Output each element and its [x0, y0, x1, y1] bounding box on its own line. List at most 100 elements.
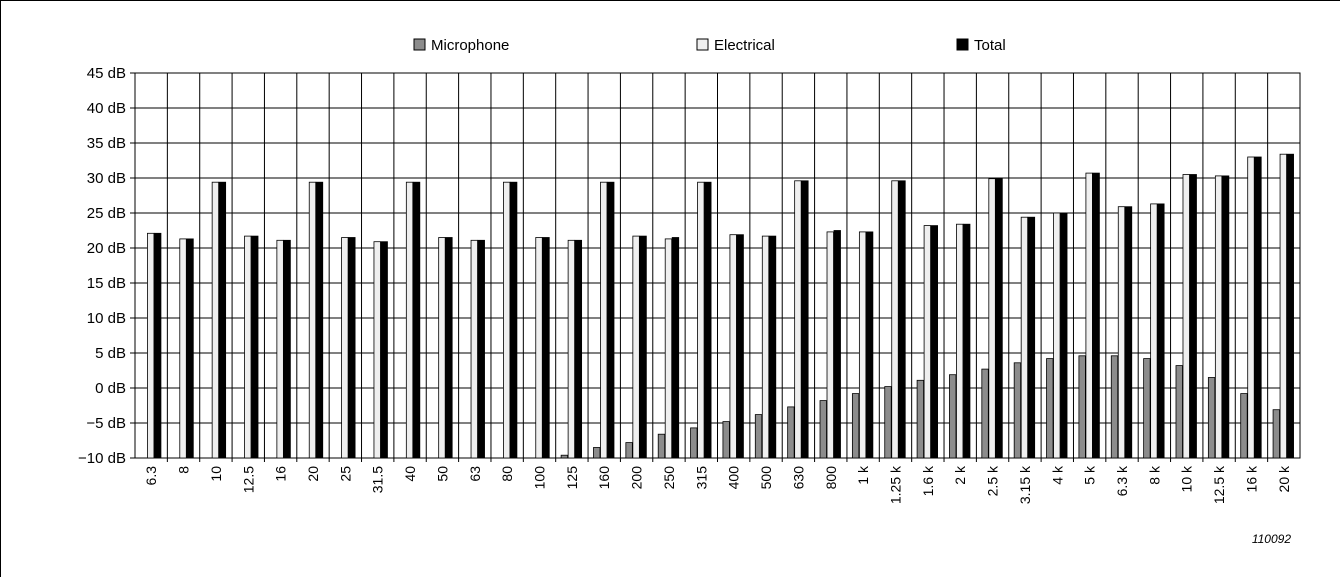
bar-electrical [373, 241, 381, 459]
bar-electrical [276, 239, 284, 459]
bar-microphone [1013, 362, 1022, 459]
x-tick-label: 25 [337, 466, 353, 482]
bar-electrical [470, 239, 478, 459]
bar-electrical [794, 180, 802, 459]
bar-electrical [567, 239, 576, 459]
x-tick-label: 800 [823, 466, 839, 490]
y-tick-label: 0 dB [95, 380, 126, 397]
x-tick-label: 16 [273, 466, 289, 482]
bar-total [412, 181, 421, 459]
y-tick-label: 35 dB [87, 135, 126, 152]
bar-microphone [851, 393, 860, 459]
bar-total [574, 239, 583, 459]
bar-total [898, 180, 906, 459]
x-tick-label: 1 k [855, 465, 871, 485]
bar-electrical [1053, 212, 1061, 459]
bar-electrical [891, 180, 899, 459]
bar-electrical [405, 181, 414, 459]
bar-total [1221, 175, 1230, 459]
x-tick-label: 16 k [1243, 465, 1259, 492]
y-tick-label: 25 dB [87, 205, 126, 222]
x-tick-label: 6.3 k [1114, 465, 1130, 496]
x-tick-label: 315 [693, 466, 709, 490]
bar-microphone [949, 374, 957, 459]
x-tick-label: 20 k [1276, 465, 1292, 492]
bar-electrical [956, 223, 964, 459]
bar-total [510, 181, 518, 459]
bar-microphone [722, 421, 730, 459]
bar-total [995, 178, 1003, 459]
x-tick-label: 10 [208, 466, 224, 482]
x-tick-label: 6.3 [143, 466, 159, 486]
bar-total [1124, 206, 1133, 459]
bar-electrical [1214, 175, 1223, 459]
bar-total [1189, 174, 1197, 459]
bar-electrical [1247, 156, 1255, 459]
bar-total [833, 230, 841, 459]
bar-microphone [593, 447, 601, 459]
y-tick-label: −10 dB [78, 450, 126, 467]
x-tick-label: 250 [661, 466, 677, 490]
bar-electrical [179, 238, 187, 459]
bar-electrical [438, 237, 446, 459]
bar-electrical [341, 237, 349, 459]
x-tick-label: 3.15 k [1017, 465, 1033, 504]
x-tick-label: 4 k [1049, 465, 1065, 485]
bar-total [865, 231, 874, 459]
x-tick-label: 31.5 [370, 466, 386, 493]
bar-electrical [858, 231, 867, 459]
bar-electrical [729, 234, 737, 459]
bar-total [930, 225, 938, 459]
y-tick-label: 10 dB [87, 310, 126, 327]
legend: Microphone Electrical Total [413, 37, 1006, 54]
x-tick-label: 10 k [1179, 465, 1195, 492]
x-tick-label: 12.5 [240, 466, 256, 493]
bar-electrical [211, 181, 220, 459]
x-tick-label: 1.25 k [887, 465, 903, 504]
bar-microphone [1175, 365, 1183, 459]
grid-lines [130, 72, 1301, 462]
bar-electrical [664, 238, 673, 459]
bar-microphone [1046, 358, 1054, 459]
x-tick-label: 1.6 k [920, 465, 936, 496]
bar-electrical [600, 181, 608, 459]
y-tick-label: 15 dB [87, 275, 126, 292]
bar-total [477, 239, 485, 459]
bar-electrical [697, 181, 705, 459]
bar-microphone [819, 400, 827, 459]
legend-swatch-microphone [413, 38, 426, 51]
bar-total [283, 239, 291, 459]
figure-id: 110092 [1252, 532, 1291, 546]
bar-microphone [787, 406, 795, 459]
legend-swatch-electrical [696, 38, 709, 51]
bar-electrical [244, 235, 252, 459]
x-tick-label: 100 [532, 466, 548, 490]
x-tick-label: 8 [176, 466, 192, 474]
bar-microphone [1143, 358, 1151, 459]
bar-total [1027, 216, 1036, 459]
bar-total [542, 237, 550, 459]
bar-microphone [1078, 355, 1086, 459]
x-axis: 6.3 8 10 12.5 16 20 25 31.5 40 50 63 80 100 125 160 200… [143, 465, 1292, 504]
bar-total [1286, 153, 1294, 459]
bar-electrical [147, 232, 155, 459]
bar-electrical [535, 237, 543, 459]
bar-total [1157, 203, 1165, 459]
y-tick-label: 30 dB [87, 170, 126, 187]
bar-total [963, 223, 971, 459]
bar-total [1254, 156, 1262, 459]
bar-microphone [916, 379, 924, 459]
bar-total [736, 234, 744, 459]
bar-microphone [690, 427, 698, 459]
bar-electrical [988, 178, 996, 459]
legend-label-total: Total [974, 37, 1006, 54]
bar-electrical [308, 181, 317, 459]
x-tick-label: 125 [564, 466, 580, 490]
x-tick-label: 500 [758, 466, 774, 490]
x-tick-label: 400 [726, 466, 742, 490]
bar-total [801, 180, 809, 459]
y-tick-label: 20 dB [87, 240, 126, 257]
legend-label-electrical: Electrical [714, 37, 775, 54]
bar-electrical [826, 231, 834, 459]
